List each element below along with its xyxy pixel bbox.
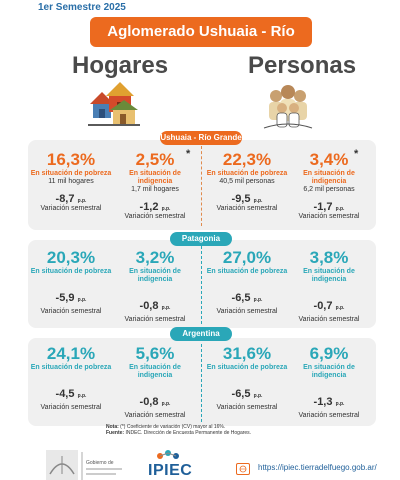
- stat-label: En situación de indigencia: [129, 170, 181, 185]
- stat-variation: -8,7 p.p.: [55, 193, 87, 205]
- section-label-patagonia: Patagonia: [170, 232, 232, 246]
- variation-label: Variación semestral: [298, 213, 360, 220]
- stat-cell: 3,8% En situación de indigencia -0,7 p.p…: [286, 248, 372, 323]
- stat-sub: 1,7 mil hogares: [131, 186, 179, 193]
- stat-value: 22,3%: [222, 150, 272, 169]
- variation-label: Variación semestral: [40, 205, 102, 212]
- stat-variation: -6,5 p.p.: [231, 292, 263, 304]
- stat-cell: 2,5% En situación de indigencia 1,7 mil …: [112, 150, 198, 220]
- panel-divider: [201, 344, 202, 422]
- stat-value: 3,4%: [309, 150, 349, 169]
- section-label-ushuaia: Ushuaia - Río Grande: [160, 131, 242, 145]
- cv-asterisk: *: [354, 148, 359, 160]
- stat-cell: 6,9% En situación de indigencia -1,3 p.p…: [286, 344, 372, 419]
- stat-cell: 3,2% En situación de indigencia -0,8 p.p…: [112, 248, 198, 323]
- website-link[interactable]: https://ipiec.tierradelfuego.gob.ar/: [258, 463, 377, 472]
- variation-label: Variación semestral: [124, 316, 186, 323]
- people-icon: [262, 82, 314, 135]
- svg-text:Gobierno de: Gobierno de: [86, 460, 114, 466]
- stat-variation: -9,5 p.p.: [231, 193, 263, 205]
- panel-divider: [201, 146, 202, 226]
- stat-cell: 31,6% En situación de pobreza -6,5 p.p. …: [204, 344, 290, 411]
- period-label: 1er Semestre 2025: [38, 2, 126, 13]
- variation-label: Variación semestral: [216, 308, 278, 315]
- stat-variation: -1,7 p.p.: [313, 201, 345, 213]
- stat-label: En situación de indigencia: [303, 170, 355, 185]
- ipiec-logo-graphic: [146, 448, 206, 480]
- stat-label: En situación de indigencia: [129, 268, 181, 283]
- stat-cell: 16,3% En situación de pobreza 11 mil hog…: [28, 150, 114, 212]
- stat-value: 31,6%: [222, 344, 272, 363]
- stat-cell: 20,3% En situación de pobreza -5,9 p.p. …: [28, 248, 114, 315]
- stat-cell: 22,3% En situación de pobreza 40,5 mil p…: [204, 150, 290, 212]
- argentina-panel: [28, 338, 376, 426]
- stat-label: En situación de pobreza: [206, 364, 288, 371]
- stat-variation: -5,9 p.p.: [55, 292, 87, 304]
- stat-label: En situación de indigencia: [303, 268, 355, 283]
- stat-cell: 27,0% En situación de pobreza -6,5 p.p. …: [204, 248, 290, 315]
- stat-variation: -0,7 p.p.: [313, 300, 345, 312]
- government-logo: Gobierno de: [46, 448, 126, 480]
- stat-sub: 40,5 mil personas: [219, 178, 275, 185]
- variation-label: Variación semestral: [40, 308, 102, 315]
- stat-sub: 11 mil hogares: [48, 178, 94, 185]
- stat-variation: -0,8 p.p.: [139, 300, 171, 312]
- stat-value: 3,2%: [135, 248, 175, 267]
- houses-icon: [88, 82, 140, 131]
- stat-value: 6,9%: [309, 344, 349, 363]
- stat-variation: -4,5 p.p.: [55, 388, 87, 400]
- variation-label: Variación semestral: [40, 404, 102, 411]
- stat-label: En situación de pobreza: [206, 268, 288, 275]
- ushuaia-panel: [28, 140, 376, 230]
- globe-icon: [236, 462, 250, 475]
- stat-cell: 5,6% En situación de indigencia -0,8 p.p…: [112, 344, 198, 419]
- ipiec-logo: IPIEC: [148, 462, 193, 479]
- stat-variation: -1,2 p.p.: [139, 201, 171, 213]
- variation-label: Variación semestral: [216, 404, 278, 411]
- stat-label: En situación de pobreza: [206, 170, 288, 177]
- hogares-heading: Hogares: [72, 52, 169, 79]
- stat-variation: -1,3 p.p.: [313, 396, 345, 408]
- page-title: Aglomerado Ushuaia - Río Grande: [90, 17, 312, 70]
- stat-value: 24,1%: [46, 344, 96, 363]
- stat-label: En situación de indigencia: [129, 364, 181, 379]
- stat-value: 27,0%: [222, 248, 272, 267]
- stat-sub: 6,2 mil personas: [303, 186, 355, 193]
- section-label-argentina: Argentina: [170, 327, 232, 341]
- stat-value: 20,3%: [46, 248, 96, 267]
- personas-heading: Personas: [248, 52, 357, 79]
- stat-label: En situación de pobreza: [30, 364, 112, 371]
- variation-label: Variación semestral: [216, 205, 278, 212]
- stat-value: 5,6%: [135, 344, 175, 363]
- variation-label: Variación semestral: [298, 412, 360, 419]
- variation-label: Variación semestral: [298, 316, 360, 323]
- stat-label: En situación de indigencia: [303, 364, 355, 379]
- stat-value: 3,8%: [309, 248, 349, 267]
- panel-divider: [201, 246, 202, 324]
- stat-cell: 24,1% En situación de pobreza -4,5 p.p. …: [28, 344, 114, 411]
- stat-label: En situación de pobreza: [30, 268, 112, 275]
- stat-value: 16,3%: [46, 150, 96, 169]
- stat-variation: -6,5 p.p.: [231, 388, 263, 400]
- variation-label: Variación semestral: [124, 213, 186, 220]
- stat-value: 2,5%: [135, 150, 175, 169]
- cv-asterisk: *: [186, 148, 191, 160]
- variation-label: Variación semestral: [124, 412, 186, 419]
- stat-label: En situación de pobreza: [30, 170, 112, 177]
- stat-variation: -0,8 p.p.: [139, 396, 171, 408]
- patagonia-panel: [28, 240, 376, 328]
- stat-cell: 3,4% En situación de indigencia 6,2 mil …: [286, 150, 372, 220]
- footnotes: Nota: (*) Coeficiente de variación (CV) …: [106, 424, 252, 436]
